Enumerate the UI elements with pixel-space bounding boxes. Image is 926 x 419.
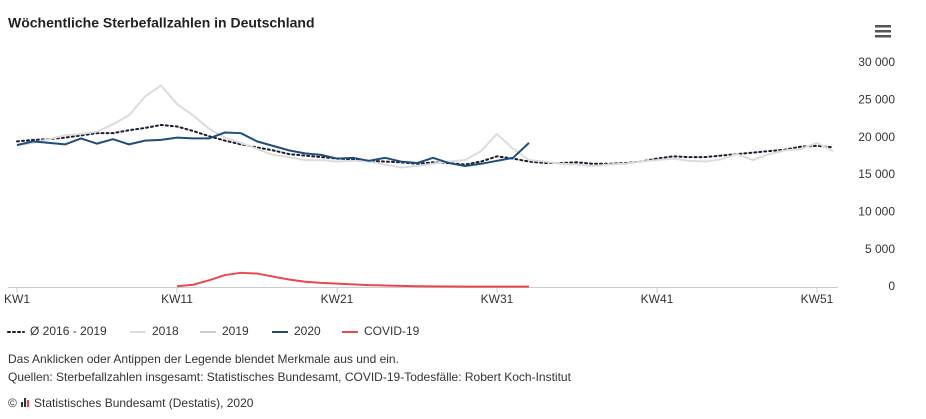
legend-item[interactable]: COVID-19	[342, 324, 420, 338]
logo	[21, 398, 29, 407]
y-tick-label: 5 000	[865, 242, 895, 256]
x-tick-label: KW41	[641, 292, 674, 306]
credits-symbol: ©	[8, 396, 17, 410]
series-line	[16, 123, 834, 166]
logo-bar	[21, 402, 23, 407]
credits: Statistisches Bundesamt (Destatis), 2020	[34, 396, 254, 410]
x-tick-label: KW21	[321, 292, 354, 306]
y-tick-label: 0	[888, 279, 895, 293]
note: Das Anklicken oder Antippen der Legende …	[8, 352, 399, 366]
x-tick-label: KW1	[4, 292, 30, 306]
menu-bar	[875, 30, 891, 33]
logo-bar	[27, 400, 29, 407]
y-tick-label: 30 000	[858, 55, 895, 69]
legend-label: COVID-19	[364, 324, 420, 338]
x-tick-label: KW31	[481, 292, 514, 306]
x-tick-label: KW11	[161, 292, 193, 306]
legend-item[interactable]: 2018	[130, 324, 179, 338]
legend-label: 2018	[152, 324, 179, 338]
series-line	[16, 131, 530, 168]
y-tick-label: 20 000	[858, 130, 895, 144]
legend-label: 2019	[222, 324, 249, 338]
logo-bar	[24, 398, 26, 407]
x-tick-label: KW51	[801, 292, 834, 306]
chart-title: Wöchentliche Sterbefallzahlen in Deutsch…	[8, 15, 315, 31]
legend-label: 2020	[294, 324, 321, 338]
y-tick-label: 25 000	[858, 93, 895, 107]
menu-button[interactable]	[875, 25, 891, 38]
y-tick-label: 15 000	[858, 167, 895, 181]
series-line	[16, 84, 834, 169]
legend-item[interactable]: 2020	[272, 324, 321, 338]
legend-item[interactable]: Ø 2016 - 2019	[7, 324, 107, 338]
menu-bar	[875, 35, 891, 38]
legend-item[interactable]: 2019	[200, 324, 249, 338]
y-tick-label: 10 000	[858, 205, 895, 219]
legend-label: Ø 2016 - 2019	[30, 324, 107, 338]
note: Quellen: Sterbefallzahlen insgesamt: Sta…	[8, 370, 572, 384]
series-line	[176, 271, 529, 288]
menu-bar	[875, 25, 891, 28]
